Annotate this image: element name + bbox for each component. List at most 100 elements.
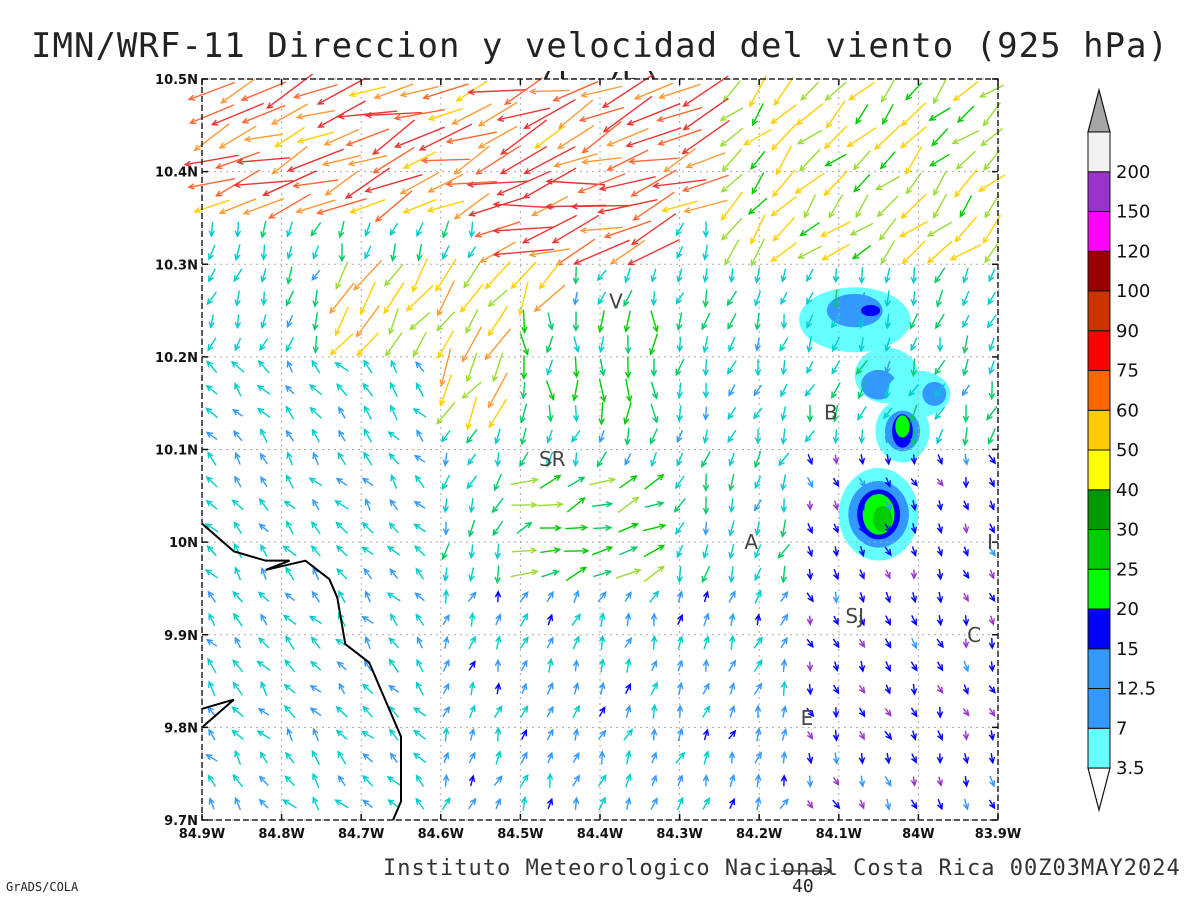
wind-vector (364, 635, 371, 649)
wind-vector (675, 521, 685, 536)
wind-vector (520, 751, 528, 764)
wind-vector (642, 523, 667, 532)
wind-vector (677, 681, 684, 696)
wind-vector (571, 613, 582, 626)
wind-vector (285, 566, 295, 581)
speed-contour (922, 381, 947, 406)
wind-vector (356, 332, 380, 357)
colorbar-swatch (1087, 250, 1111, 292)
coastline (201, 522, 402, 821)
wind-vector (729, 797, 735, 809)
wind-vector (885, 615, 891, 626)
wind-vector (676, 268, 683, 284)
wind-vector (910, 546, 917, 557)
wind-vector (677, 727, 684, 742)
wind-vector (389, 568, 399, 580)
wind-vector (780, 268, 787, 283)
wind-vector (465, 352, 478, 383)
wind-vector (910, 799, 918, 810)
map-axes: 84.9W 84.8W 84.7W 84.6W 84.5W 84.4W 84.3W 84.2W… (155, 73, 1021, 842)
wind-vector (780, 565, 787, 584)
wind-vector (961, 384, 971, 397)
wind-vector (442, 705, 451, 718)
wind-vector (435, 258, 457, 293)
wind-vector (295, 199, 336, 214)
wind-vector (416, 243, 423, 262)
wind-vector (259, 751, 269, 764)
wind-vector (900, 193, 927, 220)
wind-vector (754, 428, 762, 445)
wind-vector (728, 452, 735, 467)
wind-vector (465, 308, 479, 335)
wind-vector (624, 637, 633, 649)
wind-vector (467, 797, 477, 810)
wind-vector (372, 119, 416, 156)
speed-contour (826, 293, 883, 328)
wind-vector (874, 124, 902, 151)
wind-vector (230, 360, 245, 373)
wind-vector (681, 119, 730, 155)
wind-vector (285, 290, 295, 307)
wind-vector (754, 773, 762, 788)
wind-vector (310, 222, 322, 237)
wind-vector (499, 145, 548, 175)
wind-vector (650, 381, 659, 400)
wind-vector (282, 545, 297, 557)
wind-vector (546, 681, 554, 695)
wind-vector (624, 591, 632, 602)
wind-vector (207, 337, 217, 352)
institution-credit: Instituto Meteorologico Nacional Costa R… (383, 856, 1181, 881)
wind-vector (572, 796, 580, 810)
wind-vector (572, 239, 630, 265)
colorbar-swatch (1087, 409, 1111, 451)
wind-vector (858, 660, 866, 673)
wind-vector (624, 796, 632, 810)
wind-vector (388, 658, 400, 673)
wind-vector (418, 123, 473, 151)
wind-vector (399, 171, 440, 195)
wind-vector (521, 214, 578, 244)
wind-vector (393, 126, 445, 149)
wind-vector (901, 240, 926, 265)
wind-vector (676, 796, 684, 811)
wind-vector (650, 310, 659, 333)
wind-vector (956, 105, 975, 124)
colorbar-label: 30 (1116, 520, 1139, 541)
wind-vector (411, 258, 428, 293)
wind-vector (493, 473, 502, 492)
wind-vector (753, 636, 763, 649)
colorbar-top-arrow (1087, 87, 1111, 133)
wind-vector (388, 728, 399, 741)
wind-vector (208, 680, 216, 697)
wind-vector (234, 796, 242, 811)
wind-vector (205, 407, 219, 419)
wind-vector (830, 314, 841, 329)
wind-vector (442, 498, 450, 514)
wind-vector (926, 221, 953, 237)
wind-vector (442, 613, 450, 626)
wind-vector (780, 613, 789, 626)
wind-vector (363, 405, 373, 420)
wind-vector (824, 81, 847, 101)
wind-vector (286, 727, 293, 742)
wind-vector (206, 360, 218, 373)
wind-vector (962, 523, 970, 535)
wind-vector (528, 248, 571, 258)
wind-vector (468, 611, 476, 627)
wind-vector (806, 684, 814, 696)
wind-vector (649, 333, 659, 356)
wind-vector (884, 477, 891, 488)
wind-vector (703, 750, 710, 765)
wind-vector (439, 374, 453, 407)
wind-vector (468, 221, 476, 239)
wind-vector (234, 636, 242, 649)
wind-vector (386, 545, 401, 556)
wind-vector (806, 336, 813, 354)
wind-vector (520, 427, 527, 446)
wind-vector (537, 501, 564, 508)
wind-vector (878, 217, 897, 242)
wind-vector (546, 590, 554, 603)
wind-vector (952, 81, 979, 102)
wind-vector (630, 213, 677, 246)
wind-vector (383, 282, 405, 315)
